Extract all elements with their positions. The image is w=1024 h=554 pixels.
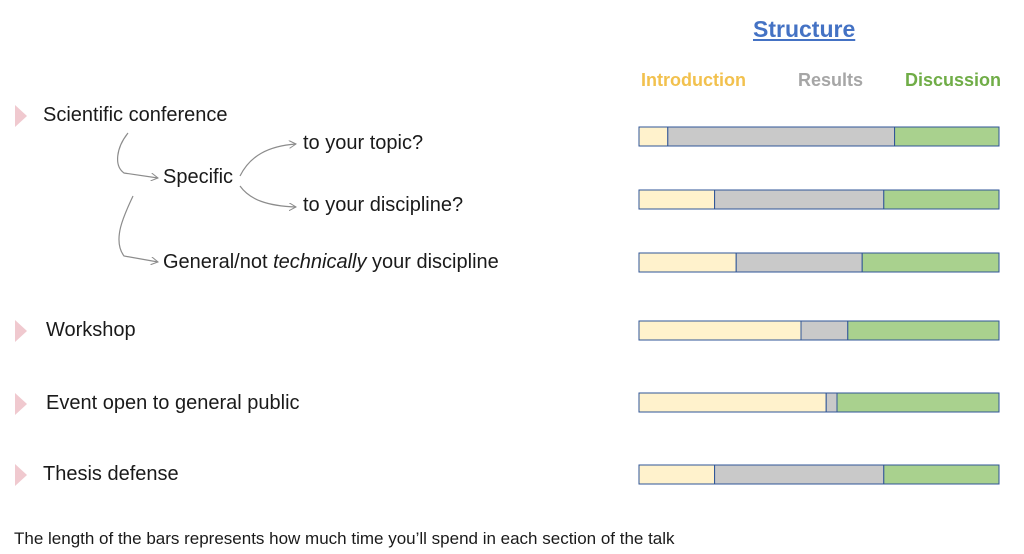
bar-segment-introduction-3 — [638, 252, 737, 273]
legend-introduction: Introduction — [641, 70, 746, 90]
item-general-discipline: General/not technically your discipline — [163, 251, 499, 274]
bar-segment-results-5 — [825, 392, 838, 413]
bar-segment-results-1 — [667, 126, 896, 147]
item-to-your-discipline: to your discipline? — [303, 194, 464, 216]
arrow-to-specific — [117, 132, 158, 178]
footnote: The length of the bars represents how mu… — [14, 529, 675, 548]
bar-segment-results-4 — [800, 320, 849, 341]
bar-segment-discussion-4 — [847, 320, 1000, 341]
general-text-post: your discipline — [366, 251, 499, 273]
general-text-pre: General/not — [163, 251, 274, 273]
bar-segment-discussion-6 — [883, 464, 1000, 485]
bar-segment-results-2 — [714, 189, 885, 210]
bar-segment-introduction-6 — [638, 464, 716, 485]
bar-segment-discussion-1 — [894, 126, 1000, 147]
arrow-to-topic — [239, 144, 296, 177]
bar-segment-discussion-5 — [836, 392, 1000, 413]
bar-segment-introduction-4 — [638, 320, 802, 341]
item-workshop: Workshop — [46, 319, 136, 341]
bar-segment-discussion-2 — [883, 189, 1000, 210]
bullet-triangle-icon — [15, 464, 27, 486]
item-event-public: Event open to general public — [46, 392, 300, 414]
bullet-triangle-icon — [15, 393, 27, 415]
item-specific: Specific — [163, 166, 234, 188]
bar-segment-discussion-3 — [861, 252, 1000, 273]
legend-discussion: Discussion — [905, 70, 1002, 90]
bar-segment-results-6 — [714, 464, 885, 485]
chart-title: Structure — [753, 16, 856, 42]
item-scientific-conference: Scientific conference — [43, 104, 228, 126]
item-to-your-topic: to your topic? — [303, 132, 424, 154]
bullet-triangle-icon — [15, 105, 27, 127]
general-text-emphasis: technically — [273, 251, 367, 273]
bar-segment-introduction-1 — [638, 126, 669, 147]
arrow-to-discipline — [239, 185, 296, 207]
item-thesis-defense: Thesis defense — [43, 463, 179, 485]
bar-segment-results-3 — [735, 252, 863, 273]
arrow-to-general — [118, 195, 158, 262]
legend-results: Results — [798, 70, 864, 90]
bar-segment-introduction-5 — [638, 392, 827, 413]
bar-segment-introduction-2 — [638, 189, 716, 210]
bullet-triangle-icon — [15, 320, 27, 342]
